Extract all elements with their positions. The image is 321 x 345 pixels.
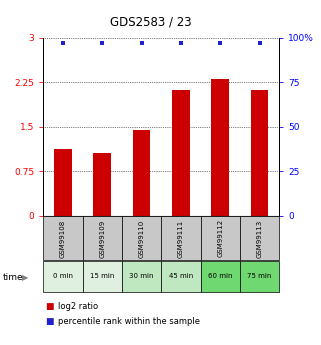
Text: GSM99109: GSM99109 (99, 219, 105, 257)
FancyBboxPatch shape (122, 216, 161, 260)
FancyBboxPatch shape (43, 216, 83, 260)
Text: GSM99108: GSM99108 (60, 219, 66, 257)
Text: GSM99110: GSM99110 (139, 219, 145, 257)
Point (178, 40, 184, 46)
Text: 60 min: 60 min (208, 273, 232, 279)
Text: log2 ratio: log2 ratio (58, 302, 98, 311)
Text: ■: ■ (45, 302, 53, 311)
Point (139, 40, 144, 46)
Text: percentile rank within the sample: percentile rank within the sample (58, 317, 200, 326)
Bar (251, 90, 268, 216)
FancyBboxPatch shape (240, 261, 279, 292)
Point (100, 40, 105, 46)
Text: ■: ■ (45, 317, 53, 326)
FancyBboxPatch shape (122, 261, 161, 292)
FancyBboxPatch shape (201, 216, 240, 260)
FancyBboxPatch shape (201, 261, 240, 292)
FancyBboxPatch shape (83, 261, 122, 292)
Point (218, 40, 223, 46)
Bar (93, 154, 111, 216)
Bar (212, 79, 229, 216)
Text: 15 min: 15 min (90, 273, 115, 279)
FancyBboxPatch shape (161, 216, 201, 260)
Point (60, 40, 65, 46)
Text: GSM99112: GSM99112 (217, 219, 223, 257)
FancyBboxPatch shape (240, 216, 279, 260)
Bar (133, 130, 151, 216)
Text: 45 min: 45 min (169, 273, 193, 279)
Point (257, 40, 262, 46)
Text: time: time (3, 273, 24, 282)
Text: GSM99113: GSM99113 (256, 219, 263, 257)
Bar (54, 149, 72, 216)
Bar (172, 90, 190, 216)
Text: 75 min: 75 min (247, 273, 272, 279)
Text: ▶: ▶ (22, 273, 28, 282)
Text: GDS2583 / 23: GDS2583 / 23 (110, 16, 192, 29)
Text: 0 min: 0 min (53, 273, 73, 279)
FancyBboxPatch shape (43, 261, 83, 292)
FancyBboxPatch shape (83, 216, 122, 260)
FancyBboxPatch shape (161, 261, 201, 292)
Text: 30 min: 30 min (129, 273, 154, 279)
Text: GSM99111: GSM99111 (178, 219, 184, 257)
